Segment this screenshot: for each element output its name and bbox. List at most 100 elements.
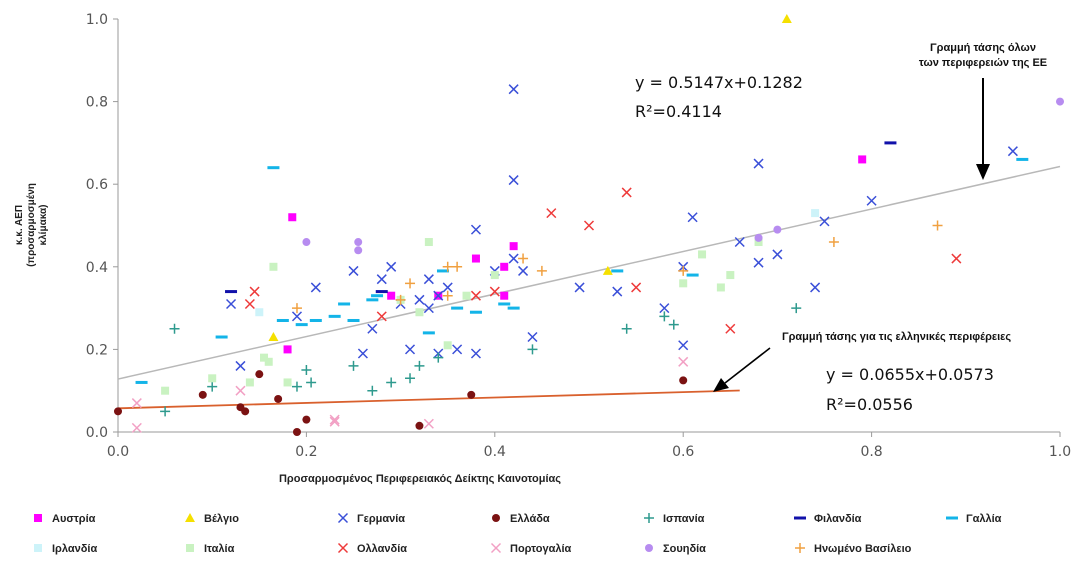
- data-point: [754, 233, 763, 242]
- data-point: [291, 311, 303, 322]
- legend-marker: [492, 514, 500, 522]
- data-points: [114, 14, 1064, 436]
- data-point: [131, 422, 142, 433]
- data-point: [828, 237, 839, 248]
- data-point: [772, 249, 783, 260]
- data-point: [508, 84, 519, 95]
- data-point: [354, 238, 363, 247]
- data-point: [811, 209, 820, 218]
- data-point: [404, 344, 416, 355]
- data-point: [160, 406, 171, 417]
- data-point: [679, 376, 688, 385]
- data-point: [489, 286, 500, 297]
- data-point: [442, 261, 453, 272]
- legend-marker: [490, 542, 502, 554]
- legend-label: Αυστρία: [52, 513, 96, 525]
- data-point: [678, 356, 689, 367]
- legend-item: Ολλανδία: [337, 542, 407, 555]
- data-point: [452, 261, 463, 272]
- data-point: [235, 385, 246, 396]
- data-point: [301, 365, 312, 376]
- data-point: [295, 323, 308, 327]
- x-tick-label: 0.8: [860, 444, 882, 460]
- data-point: [467, 390, 476, 399]
- data-point: [527, 331, 538, 343]
- data-point: [659, 311, 670, 322]
- data-point: [235, 360, 246, 371]
- legend-marker: [946, 516, 958, 520]
- data-point: [414, 294, 425, 305]
- data-point: [422, 331, 435, 335]
- legend-marker: [34, 514, 42, 522]
- data-point: [668, 319, 679, 330]
- x-tick-label: 0.0: [107, 444, 129, 460]
- greece-trendline-annotation: Γραμμή τάσης για τις ελληνικές περιφέρει…: [782, 331, 1011, 343]
- legend-label: Φιλανδία: [814, 513, 862, 525]
- data-point: [442, 282, 453, 293]
- data-point: [415, 308, 424, 317]
- legend-item: Γαλλία: [946, 513, 1002, 525]
- legend: Αυστρία Βέλγιο Γερμανία Ελλάδα Ισπανία Φιλανδ…: [34, 512, 1002, 555]
- y-axis-label: κ.κ. ΑΕΠ (προσαρμοσμένη κλίμακα): [14, 183, 49, 267]
- data-point: [347, 318, 360, 322]
- data-point: [354, 246, 363, 255]
- data-point: [367, 385, 378, 396]
- data-point: [255, 308, 264, 317]
- data-point: [679, 279, 688, 288]
- legend-label: Γαλλία: [966, 513, 1002, 525]
- legend-item: Ιταλία: [186, 543, 235, 555]
- data-point: [631, 282, 642, 293]
- legend-label: Σουηδία: [663, 543, 706, 555]
- data-point: [395, 294, 406, 305]
- eu-trendline: [117, 165, 1061, 380]
- data-point: [244, 298, 255, 310]
- data-point: [451, 306, 464, 310]
- data-point: [508, 175, 519, 186]
- data-point: [433, 290, 444, 301]
- data-point: [518, 265, 529, 276]
- data-point: [611, 269, 624, 273]
- legend-marker: [645, 544, 653, 552]
- eu-trendline-r2: R²=0.4114: [635, 102, 722, 121]
- data-point: [292, 428, 301, 436]
- data-point: [819, 216, 830, 227]
- data-point: [754, 238, 763, 247]
- eu-trendline-annotation-line-1: Γραμμή τάσης όλων: [930, 42, 1036, 54]
- data-point: [245, 378, 254, 387]
- data-point: [687, 212, 698, 223]
- data-point: [951, 253, 962, 264]
- legend-item: Βέλγιο: [185, 513, 239, 525]
- data-point: [490, 271, 499, 280]
- legend-label: Ελλάδα: [510, 513, 550, 525]
- legend-item: Ηνωμένο Βασίλειο: [795, 543, 912, 555]
- eu-trendline-annotation-line-2: των περιφερειών της ΕΕ: [919, 57, 1047, 69]
- legend-marker: [337, 542, 349, 554]
- data-point: [135, 380, 148, 384]
- legend-item: Ισπανία: [644, 513, 705, 525]
- data-point: [276, 318, 289, 322]
- data-point: [574, 282, 585, 293]
- data-point: [405, 278, 416, 289]
- data-point: [678, 340, 689, 351]
- data-point: [471, 254, 480, 263]
- data-point: [686, 273, 699, 277]
- axes: 0.0 0.2 0.4 0.6 0.8 1.0 0.0 0.2 0.4 0.6 0.8 1.0: [86, 12, 1071, 460]
- data-point: [169, 323, 180, 334]
- data-point: [291, 381, 302, 392]
- greece-annotation-arrow: [713, 347, 771, 392]
- y-tick-label: 1.0: [86, 12, 108, 28]
- data-point: [436, 269, 449, 273]
- data-point: [791, 303, 802, 314]
- data-point: [462, 291, 471, 300]
- data-point: [424, 238, 433, 247]
- data-point: [932, 220, 943, 231]
- data-point: [348, 265, 359, 276]
- data-point: [470, 348, 481, 359]
- data-point: [267, 166, 280, 170]
- data-point: [423, 274, 434, 285]
- y-tick-label: 0.2: [86, 342, 108, 358]
- y-tick-label: 0.6: [86, 177, 108, 193]
- data-point: [161, 386, 170, 395]
- x-tick-label: 0.2: [295, 444, 317, 460]
- data-point: [866, 195, 877, 206]
